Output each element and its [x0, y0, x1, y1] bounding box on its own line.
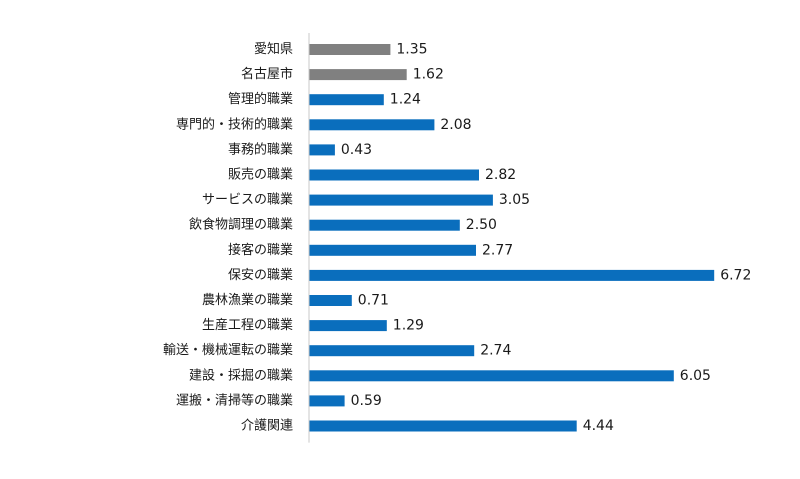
- value-label: 2.77: [482, 242, 513, 258]
- category-labels-group: 愛知県名古屋市管理的職業専門的・技術的職業事務的職業販売の職業サービスの職業飲食…: [163, 41, 293, 434]
- bar-2: [309, 94, 384, 106]
- category-label: 建設・採掘の職業: [189, 367, 293, 383]
- bar-5: [309, 169, 479, 181]
- value-label: 4.44: [583, 418, 614, 434]
- value-label: 6.05: [680, 368, 711, 384]
- category-label: 名古屋市: [241, 66, 293, 82]
- value-label: 0.59: [351, 393, 382, 409]
- value-label: 0.43: [341, 142, 372, 158]
- value-label: 6.72: [720, 267, 751, 283]
- category-label: 専門的・技術的職業: [176, 116, 293, 132]
- bar-13: [309, 370, 674, 382]
- bar-12: [309, 345, 475, 357]
- value-label: 1.29: [393, 318, 424, 334]
- category-label: 保安の職業: [228, 267, 293, 283]
- bar-11: [309, 320, 387, 332]
- value-label: 3.05: [499, 192, 530, 208]
- value-label: 2.74: [480, 343, 511, 359]
- value-label: 2.08: [440, 117, 471, 133]
- value-label: 1.35: [396, 42, 427, 58]
- bars-group: [309, 44, 715, 432]
- bar-8: [309, 244, 476, 256]
- bar-14: [309, 395, 345, 407]
- value-label: 2.50: [466, 217, 497, 233]
- bar-3: [309, 119, 435, 131]
- category-label: 愛知県: [254, 41, 293, 57]
- category-label: サービスの職業: [202, 192, 293, 208]
- bar-9: [309, 269, 715, 281]
- category-label: 事務的職業: [228, 141, 293, 157]
- category-label: 接客の職業: [228, 242, 293, 258]
- value-label: 1.24: [390, 92, 421, 108]
- category-label: 飲食物調理の職業: [189, 217, 293, 233]
- value-label: 1.62: [413, 67, 444, 83]
- bar-10: [309, 295, 352, 306]
- category-label: 管理的職業: [228, 91, 293, 107]
- value-label: 2.82: [485, 167, 516, 183]
- category-label: 生産工程の職業: [202, 317, 293, 333]
- bar-1: [309, 69, 407, 81]
- bar-4: [309, 144, 335, 156]
- value-labels-group: 1.35 1.62 1.24 2.08 0.43 2.82 3.052.50 2.77 6.72…: [341, 42, 751, 435]
- bar-6: [309, 194, 493, 206]
- value-label: 0.71: [358, 293, 389, 309]
- category-label: 輸送・機械運転の職業: [163, 342, 293, 358]
- category-label: 介護関連: [241, 418, 293, 434]
- bar-0: [309, 44, 391, 55]
- category-label: 農林漁業の職業: [202, 292, 293, 308]
- bar-7: [309, 219, 460, 231]
- category-label: 運搬・清掃等の職業: [176, 392, 293, 408]
- category-label: 販売の職業: [228, 167, 293, 183]
- bar-15: [309, 420, 577, 432]
